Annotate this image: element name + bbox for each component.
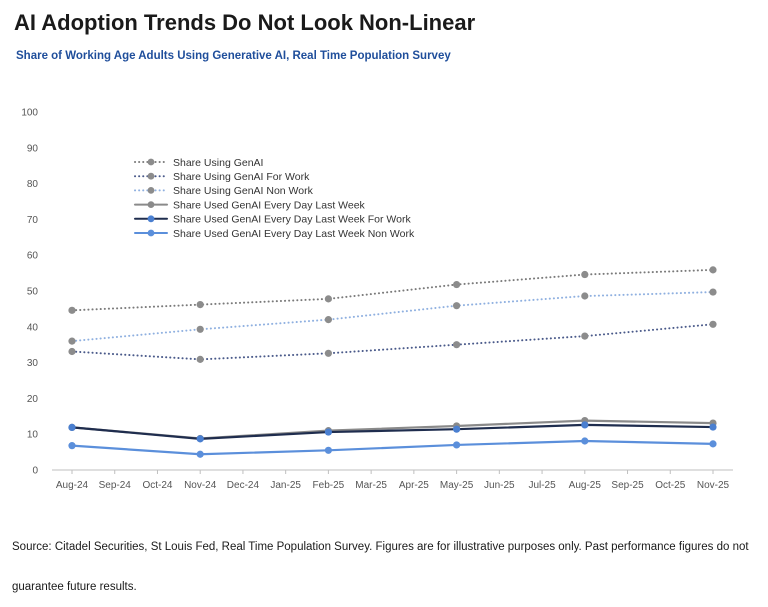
data-point xyxy=(581,270,589,279)
legend-item-3: Share Using GenAI Non Work xyxy=(134,185,314,197)
data-point xyxy=(709,266,717,274)
x-tick-label: Sep-25 xyxy=(611,480,644,491)
x-tick-label: Nov-24 xyxy=(184,480,217,491)
data-point xyxy=(453,280,461,289)
data-point xyxy=(68,337,76,345)
y-tick-label: 70 xyxy=(27,215,39,226)
y-tick-label: 10 xyxy=(27,430,39,441)
series-5 xyxy=(68,421,717,443)
legend-marker xyxy=(147,201,155,208)
line-chart: 0 10 20 30 40 50 60 70 80 90 100 Aug-24 Sep-24 Oct-2… xyxy=(21,108,733,491)
y-tick-label: 0 xyxy=(32,466,38,477)
chart-legend: Share Using GenAI Share Using GenAI For W… xyxy=(134,157,415,240)
x-tick-label: Sep-24 xyxy=(99,480,132,491)
x-tick-label: Mar-25 xyxy=(355,480,387,491)
legend-label: Share Using GenAI For Work xyxy=(173,171,310,183)
data-point xyxy=(196,355,204,363)
data-point xyxy=(709,440,717,448)
series-line xyxy=(70,439,715,456)
data-point xyxy=(453,425,461,433)
data-point xyxy=(709,320,717,328)
data-point xyxy=(196,325,204,333)
y-tick-label: 20 xyxy=(27,394,39,405)
y-tick-label: 50 xyxy=(27,287,39,298)
legend-label: Share Using GenAI Non Work xyxy=(173,185,314,197)
legend-marker xyxy=(147,229,155,237)
x-tick-label: Jan-25 xyxy=(270,480,301,491)
series-layer xyxy=(68,266,717,458)
legend-label: Share Used GenAI Every Day Last Week xyxy=(173,199,366,211)
y-tick-label: 30 xyxy=(27,358,39,369)
legend-label: Share Using GenAI xyxy=(173,157,263,169)
x-tick-label: Apr-25 xyxy=(399,480,429,491)
legend-item-5: Share Used GenAI Every Day Last Week For… xyxy=(134,214,411,226)
legend-item-6: Share Used GenAI Every Day Last Week Non… xyxy=(134,228,415,240)
data-point xyxy=(324,295,332,303)
x-tick-label: Oct-25 xyxy=(655,480,685,491)
series-6 xyxy=(68,437,717,458)
data-point xyxy=(68,347,76,356)
data-point xyxy=(196,435,204,443)
data-point xyxy=(453,302,461,310)
x-tick-label: Aug-25 xyxy=(569,480,602,491)
legend-marker xyxy=(147,172,155,180)
legend-item-2: Share Using GenAI For Work xyxy=(134,171,310,183)
data-point xyxy=(324,349,332,357)
x-tick-label: Oct-24 xyxy=(142,480,172,491)
series-line xyxy=(71,291,714,343)
y-tick-label: 40 xyxy=(27,322,39,333)
data-point xyxy=(68,442,76,450)
x-tick-label: Nov-25 xyxy=(697,480,730,491)
legend-item-1: Share Using GenAI xyxy=(134,157,263,169)
data-point xyxy=(324,316,332,324)
series-3 xyxy=(68,288,717,345)
x-tick-label: Aug-24 xyxy=(56,480,89,491)
y-tick-label: 60 xyxy=(27,251,39,262)
series-1 xyxy=(68,266,717,314)
x-axis: Aug-24 Sep-24 Oct-24 Nov-24 Dec-24 Jan-25 Feb-… xyxy=(52,469,733,491)
series-line xyxy=(70,423,715,440)
series-2 xyxy=(68,320,717,363)
legend-marker xyxy=(147,187,155,194)
x-tick-label: Feb-25 xyxy=(313,480,345,491)
legend-marker xyxy=(147,215,155,223)
data-point xyxy=(68,306,76,314)
source-note: Source: Citadel Securities, St Louis Fed… xyxy=(12,541,749,593)
data-point xyxy=(709,423,717,431)
data-point xyxy=(453,341,461,349)
data-point xyxy=(68,423,76,431)
data-point xyxy=(709,288,717,296)
data-point xyxy=(581,421,589,429)
x-tick-label: May-25 xyxy=(440,480,474,491)
data-point xyxy=(581,332,589,340)
data-point xyxy=(196,450,204,458)
series-line xyxy=(71,268,714,312)
data-point xyxy=(324,428,332,436)
data-point xyxy=(324,446,332,454)
legend-label: Share Used GenAI Every Day Last Week For… xyxy=(173,214,411,226)
x-tick-label: Jun-25 xyxy=(484,480,515,491)
data-point xyxy=(581,292,589,300)
x-tick-label: Jul-25 xyxy=(528,480,556,491)
chart-subtitle: Share of Working Age Adults Using Genera… xyxy=(16,50,451,62)
series-line xyxy=(71,323,714,361)
legend-marker xyxy=(147,158,155,166)
data-point xyxy=(453,441,461,449)
y-tick-label: 80 xyxy=(27,179,39,190)
y-axis: 0 10 20 30 40 50 60 70 80 90 100 xyxy=(21,108,38,477)
data-point xyxy=(581,437,589,445)
page-title: AI Adoption Trends Do Not Look Non-Linea… xyxy=(14,10,476,35)
y-tick-label: 100 xyxy=(21,108,38,119)
legend-item-4: Share Used GenAI Every Day Last Week xyxy=(134,199,366,211)
y-tick-label: 90 xyxy=(27,143,39,154)
legend-label: Share Used GenAI Every Day Last Week Non… xyxy=(173,228,415,240)
x-tick-label: Dec-24 xyxy=(227,480,260,491)
data-point xyxy=(196,301,204,309)
